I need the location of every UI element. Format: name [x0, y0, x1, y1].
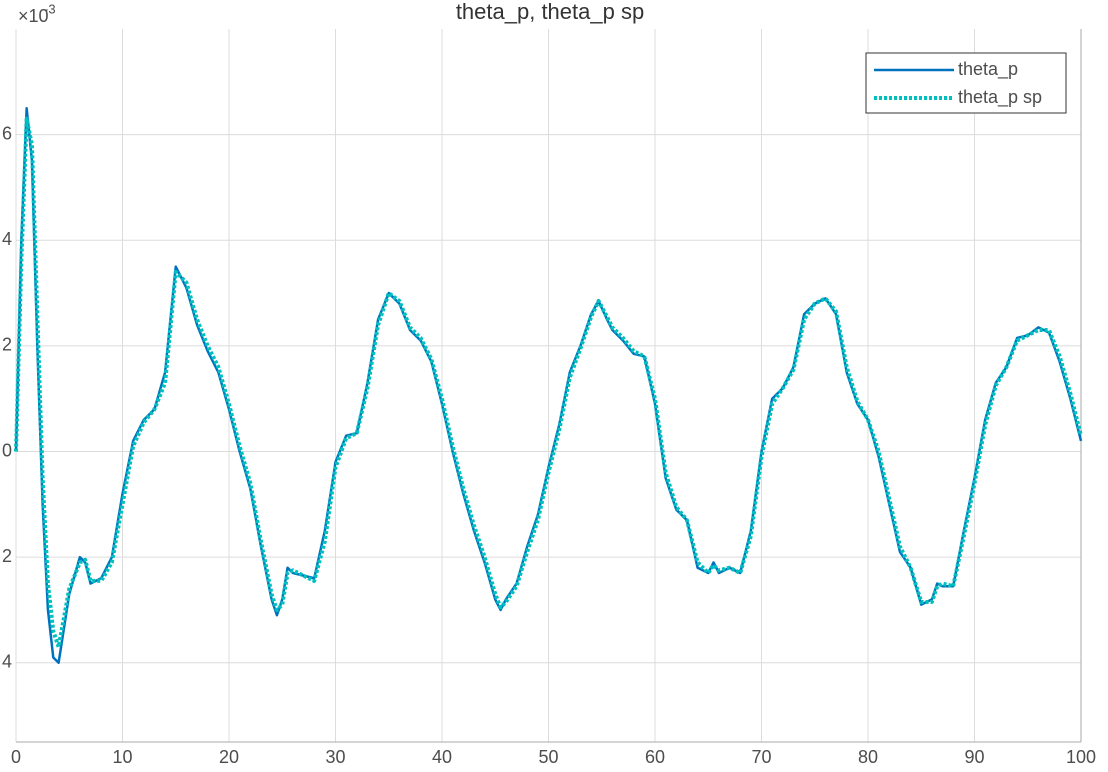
x-tick-label: 30 — [325, 747, 345, 767]
x-tick-label: 80 — [858, 747, 878, 767]
x-tick-label: 20 — [219, 747, 239, 767]
x-tick-label: 90 — [964, 747, 984, 767]
x-tick-label: 40 — [432, 747, 452, 767]
legend-box — [865, 52, 1067, 114]
x-tick-label: 50 — [538, 747, 558, 767]
chart-title: theta_p, theta_p sp — [456, 0, 644, 24]
y-tick-label: 0 — [2, 440, 12, 460]
legend-label: theta_p sp — [958, 87, 1042, 108]
x-tick-label: 70 — [751, 747, 771, 767]
y-tick-label: 6 — [2, 123, 12, 143]
data-line — [14, 116, 1083, 649]
y-tick-label: 4 — [2, 652, 12, 672]
y-tick-label: 2 — [2, 546, 12, 566]
legend-label: theta_p — [958, 59, 1018, 80]
x-tick-label: 60 — [645, 747, 665, 767]
x-tick-label: 100 — [1066, 747, 1096, 767]
exponent-base: ×10 — [18, 6, 49, 26]
exponent: -3 — [44, 1, 56, 16]
y-tick-label: 4 — [2, 229, 12, 249]
y-tick-label: 2 — [2, 335, 12, 355]
x-tick-label: 0 — [11, 747, 21, 767]
x-tick-label: 10 — [112, 747, 132, 767]
